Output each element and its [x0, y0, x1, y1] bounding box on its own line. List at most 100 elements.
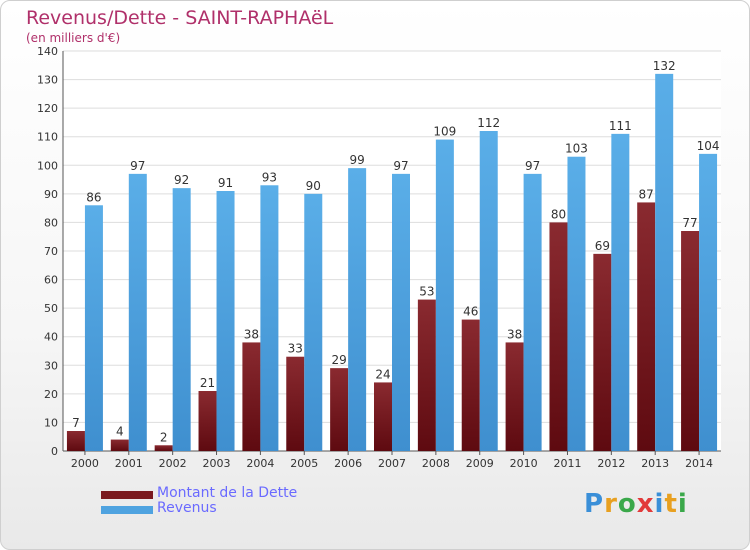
legend-swatch-dette [101, 491, 153, 499]
data-label-revenus: 112 [477, 116, 500, 130]
data-label-dette: 69 [595, 239, 610, 253]
chart-subtitle: (en milliers d'€) [26, 31, 121, 45]
data-label-dette: 24 [375, 367, 390, 381]
bar-revenus [479, 131, 498, 451]
bar-revenus [84, 205, 103, 451]
x-tick-label: 2012 [597, 457, 625, 470]
x-tick-label: 2001 [115, 457, 143, 470]
data-label-dette: 21 [200, 376, 215, 390]
y-tick-label: 0 [51, 445, 58, 458]
bar-revenus [304, 193, 323, 451]
bar-revenus [523, 173, 542, 451]
data-label-revenus: 111 [609, 119, 632, 133]
bar-dette [374, 382, 392, 451]
data-label-revenus: 104 [697, 139, 720, 153]
data-label-revenus: 97 [525, 159, 540, 173]
x-tick-label: 2013 [641, 457, 669, 470]
y-tick-label: 120 [37, 102, 58, 115]
bar-dette [681, 231, 700, 451]
bar-dette [154, 445, 173, 451]
bar-dette [461, 319, 480, 451]
bar-revenus [348, 168, 367, 451]
y-tick-label: 130 [37, 74, 58, 87]
data-label-revenus: 97 [130, 159, 145, 173]
data-label-dette: 46 [463, 305, 478, 319]
data-label-dette: 80 [551, 207, 566, 221]
data-label-dette: 29 [331, 353, 346, 367]
chart-title: Revenus/Dette - SAINT-RAPHAëL [26, 7, 334, 29]
y-tick-label: 50 [44, 302, 58, 315]
x-tick-label: 2009 [466, 457, 494, 470]
data-label-revenus: 93 [262, 170, 277, 184]
logo-letter: i [677, 489, 688, 519]
x-tick-label: 2007 [378, 457, 406, 470]
bar-dette [110, 439, 129, 451]
bar-revenus [655, 73, 674, 451]
data-label-revenus: 90 [306, 179, 321, 193]
data-label-dette: 38 [507, 327, 522, 341]
y-tick-label: 80 [44, 216, 58, 229]
data-label-revenus: 97 [393, 159, 408, 173]
y-tick-label: 40 [44, 331, 58, 344]
data-label-dette: 2 [160, 430, 168, 444]
bar-dette [66, 431, 85, 451]
data-label-revenus: 92 [174, 173, 189, 187]
x-tick-label: 2002 [159, 457, 187, 470]
data-label-dette: 77 [682, 216, 697, 230]
data-label-dette: 53 [419, 285, 434, 299]
bar-revenus [699, 153, 718, 451]
x-tick-label: 2003 [203, 457, 231, 470]
bar-revenus [260, 185, 279, 452]
bar-dette [637, 202, 656, 451]
data-label-dette: 87 [639, 187, 654, 201]
legend-swatch-revenus [101, 506, 153, 514]
legend-label-dette: Montant de la Dette [157, 485, 298, 501]
bar-revenus [172, 188, 191, 451]
logo-letter: x [636, 489, 655, 519]
data-label-revenus: 109 [433, 125, 456, 139]
data-label-dette: 38 [244, 327, 259, 341]
y-tick-label: 100 [37, 159, 58, 172]
logo-letter: P [584, 489, 605, 519]
proxiti-logo: Proxiti [584, 489, 688, 519]
bar-dette [330, 368, 349, 451]
y-tick-label: 20 [44, 388, 58, 401]
logo-letter: t [664, 489, 678, 519]
bar-dette [198, 391, 217, 451]
x-tick-label: 2006 [334, 457, 362, 470]
y-tick-label: 70 [44, 245, 58, 258]
x-tick-label: 2008 [422, 457, 450, 470]
bar-revenus [611, 133, 630, 451]
data-label-revenus: 91 [218, 176, 233, 190]
x-tick-label: 2010 [510, 457, 538, 470]
x-tick-label: 2005 [290, 457, 318, 470]
y-tick-label: 90 [44, 188, 58, 201]
logo-letter: i [654, 489, 665, 519]
y-tick-label: 140 [37, 45, 58, 58]
logo-letter: r [604, 489, 618, 519]
bar-dette [417, 299, 436, 451]
y-tick-label: 60 [44, 274, 58, 287]
y-tick-label: 110 [37, 131, 58, 144]
y-tick-label: 10 [44, 416, 58, 429]
bar-dette [505, 342, 524, 451]
bar-revenus [128, 173, 147, 451]
bar-revenus [567, 156, 586, 451]
data-label-dette: 7 [72, 416, 80, 430]
bar-revenus [392, 173, 410, 451]
data-label-dette: 33 [288, 342, 303, 356]
data-label-revenus: 86 [86, 190, 101, 204]
bar-dette [549, 222, 568, 451]
data-label-revenus: 132 [653, 59, 676, 73]
legend-label-revenus: Revenus [157, 500, 217, 516]
logo-letter: o [617, 489, 637, 519]
x-tick-label: 2014 [685, 457, 713, 470]
x-tick-label: 2000 [71, 457, 99, 470]
data-label-revenus: 103 [565, 142, 588, 156]
bar-dette [286, 356, 305, 451]
y-tick-label: 30 [44, 359, 58, 372]
bar-revenus [435, 139, 454, 452]
data-label-revenus: 99 [349, 153, 364, 167]
